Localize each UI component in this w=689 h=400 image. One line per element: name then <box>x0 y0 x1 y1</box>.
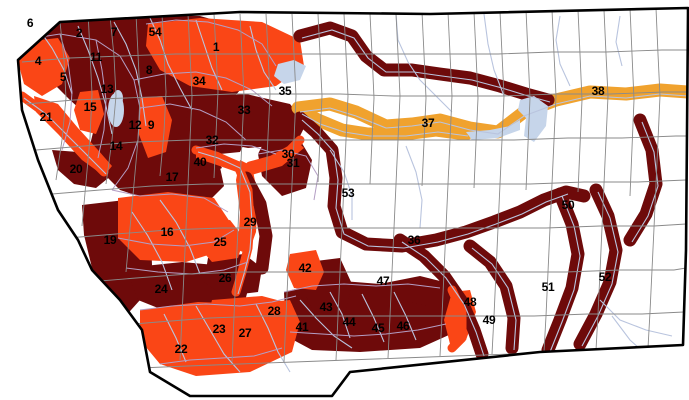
lakes <box>108 60 548 142</box>
county-lines <box>21 8 688 369</box>
river-lines <box>23 13 688 373</box>
state-outline <box>16 6 689 398</box>
